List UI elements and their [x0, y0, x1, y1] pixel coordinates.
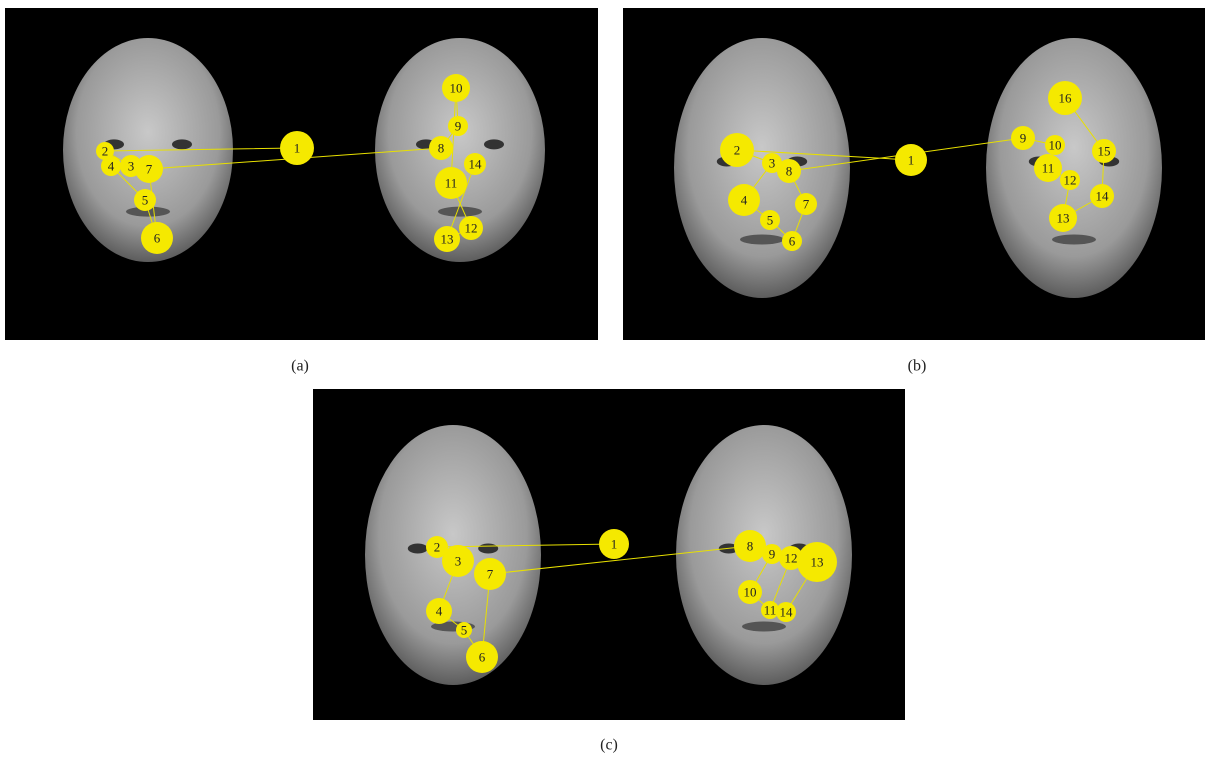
fixation-number: 15 [1098, 144, 1111, 159]
eye [478, 544, 498, 554]
eye [484, 139, 504, 149]
fixation-number: 2 [434, 540, 441, 555]
fixation-number: 14 [469, 157, 483, 172]
panel-label: (c) [600, 737, 618, 754]
mouth [742, 622, 786, 632]
mouth [438, 207, 482, 217]
face [986, 38, 1162, 298]
fixation-number: 7 [146, 162, 153, 177]
fixation-number: 11 [445, 176, 458, 191]
fixation-number: 12 [465, 221, 478, 236]
fixation-number: 1 [294, 141, 301, 156]
fixation-number: 2 [102, 144, 109, 159]
mouth [1052, 235, 1096, 245]
fixation-number: 7 [487, 567, 494, 582]
fixation-number: 9 [455, 119, 462, 134]
fixation-number: 9 [769, 547, 776, 562]
fixation-number: 13 [811, 555, 824, 570]
fixation-number: 1 [908, 153, 915, 168]
fixation-number: 3 [769, 156, 776, 171]
fixation-number: 1 [611, 537, 618, 552]
panel-label: (a) [291, 358, 309, 375]
fixation-number: 14 [1096, 189, 1110, 204]
fixation-number: 13 [441, 232, 454, 247]
fixation-number: 5 [461, 623, 468, 638]
fixation-number: 9 [1020, 131, 1027, 146]
fixation-number: 13 [1057, 211, 1070, 226]
fixation-number: 2 [734, 143, 741, 158]
face [674, 38, 850, 298]
eye [172, 139, 192, 149]
fixation-number: 10 [1049, 138, 1062, 153]
fixation-number: 10 [744, 585, 757, 600]
panel-label: (b) [908, 358, 927, 375]
fixation-number: 6 [479, 650, 486, 665]
fixation-number: 8 [438, 141, 445, 156]
fixation-number: 16 [1059, 91, 1073, 106]
fixation-number: 11 [1042, 161, 1055, 176]
mouth [740, 235, 784, 245]
fixation-number: 7 [803, 197, 810, 212]
fixation-number: 12 [1064, 173, 1077, 188]
fixation-number: 14 [780, 605, 794, 620]
fixation-number: 5 [142, 193, 149, 208]
fixation-number: 5 [767, 213, 774, 228]
fixation-number: 3 [455, 554, 462, 569]
fixation-number: 4 [741, 193, 748, 208]
fixation-number: 6 [789, 234, 796, 249]
fixation-number: 6 [154, 231, 161, 246]
fixation-number: 8 [786, 164, 793, 179]
eye [408, 544, 428, 554]
fixation-number: 4 [436, 604, 443, 619]
fixation-number: 8 [747, 539, 754, 554]
fixation-number: 12 [785, 551, 798, 566]
fixation-number: 4 [108, 159, 115, 174]
fixation-number: 3 [128, 159, 135, 174]
fixation-number: 11 [764, 603, 777, 618]
figure: 1234567891011121314(a)123456789101112131… [0, 0, 1210, 759]
fixation-number: 10 [450, 81, 463, 96]
